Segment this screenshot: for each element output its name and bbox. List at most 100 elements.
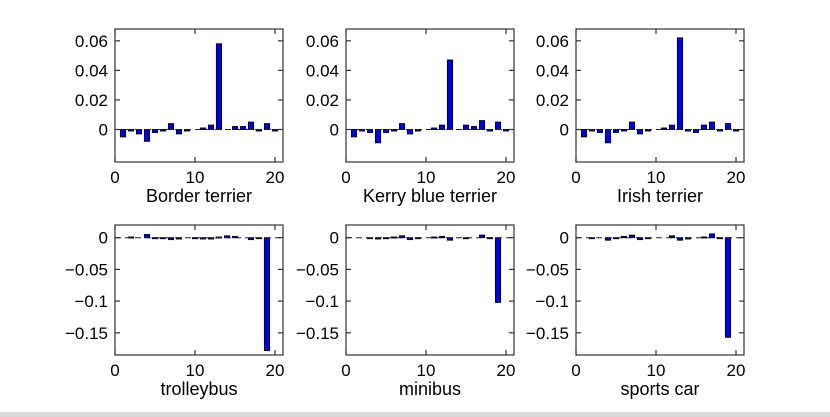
axis-box <box>114 224 284 356</box>
subplot-minibus: 0 10 20 0 −0.05 −0.1 −0.15 minibus <box>284 211 530 411</box>
x-axis-label: minibus <box>398 379 462 399</box>
bar <box>724 237 732 338</box>
x-tick-label: 20 <box>497 361 516 380</box>
x-axis-label: Kerry blue terrier <box>362 186 498 206</box>
x-tick-label: 0 <box>110 168 119 187</box>
bar-series <box>127 234 271 352</box>
subplot-kerry-blue-terrier: 0 10 20 0.06 0.04 0.02 0 Kerry blue terrier <box>284 15 530 218</box>
bar <box>470 126 478 130</box>
axis-box <box>575 224 745 356</box>
bar-series <box>350 59 510 144</box>
x-tick-label: 10 <box>647 168 666 187</box>
bar <box>604 129 612 144</box>
y-tick-label: 0 <box>99 121 108 140</box>
y-tick-label: −0.1 <box>74 292 108 311</box>
bar <box>263 237 271 352</box>
x-tick-label: 10 <box>417 361 436 380</box>
bar <box>406 129 414 135</box>
subplot-trolleybus: 0 10 20 0 −0.05 −0.1 −0.15 trolleybus <box>53 211 299 411</box>
bar <box>159 237 167 240</box>
axis-box <box>575 28 745 163</box>
x-tick-label: 10 <box>417 168 436 187</box>
x-tick-label: 0 <box>341 168 350 187</box>
bar-series <box>580 37 740 144</box>
y-tick-label: 0 <box>330 229 339 248</box>
bar <box>175 129 183 135</box>
bar <box>620 235 628 239</box>
subplot-border-terrier: 0 10 20 0.06 0.04 0.02 0 Border terrier <box>53 15 299 218</box>
y-tick-label: −0.05 <box>296 260 339 279</box>
bar <box>628 121 636 130</box>
y-tick-label: 0.04 <box>75 61 108 80</box>
x-tick-label: 20 <box>727 361 746 380</box>
bar <box>239 126 247 130</box>
y-tick-label: 0.02 <box>75 91 108 110</box>
bar <box>167 123 175 130</box>
axis-box <box>114 28 284 163</box>
bar <box>135 129 143 135</box>
bar <box>708 233 716 239</box>
y-tick-label: 0.06 <box>75 32 108 51</box>
bar <box>676 37 684 130</box>
y-tick-label: −0.05 <box>526 260 569 279</box>
x-tick-label: 20 <box>266 168 285 187</box>
chart-svg: 0 10 20 0 −0.05 −0.1 −0.15 <box>65 224 285 380</box>
bar <box>446 59 454 130</box>
bar <box>390 129 398 132</box>
x-axis-label: Irish terrier <box>616 186 703 206</box>
page-bottom-band <box>0 412 830 417</box>
x-tick-label: 0 <box>341 361 350 380</box>
bar <box>430 236 438 239</box>
axis-box <box>345 224 515 356</box>
bar <box>207 124 215 130</box>
bar <box>438 124 446 130</box>
bar <box>668 124 676 130</box>
bar <box>724 123 732 130</box>
y-tick-label: 0 <box>560 229 569 248</box>
x-tick-label: 20 <box>727 168 746 187</box>
y-tick-label: −0.15 <box>65 324 108 343</box>
subplot-sports-car: 0 10 20 0 −0.05 −0.1 −0.15 sports car <box>514 211 760 411</box>
bar <box>580 129 588 138</box>
chart-svg: 0 10 20 0.06 0.04 0.02 0 <box>536 28 746 187</box>
y-tick-label: 0.02 <box>306 91 339 110</box>
chart-svg: 0 10 20 0.06 0.04 0.02 0 <box>306 28 516 187</box>
bar <box>350 129 358 138</box>
chart-svg: 0 10 20 0 −0.05 −0.1 −0.15 <box>526 224 746 380</box>
x-tick-label: 10 <box>647 361 666 380</box>
x-axis-label: Border terrier <box>145 186 253 206</box>
x-tick-label: 10 <box>186 168 205 187</box>
bar <box>636 129 644 135</box>
y-tick-label: −0.1 <box>535 292 569 311</box>
y-tick-label: 0.06 <box>536 32 569 51</box>
bar <box>199 127 207 130</box>
bar <box>708 121 716 130</box>
bar <box>700 124 708 130</box>
bar <box>700 236 708 239</box>
bar <box>430 127 438 130</box>
bar <box>478 120 486 130</box>
bar <box>494 237 502 303</box>
subplot-irish-terrier: 0 10 20 0.06 0.04 0.02 0 Irish terrier <box>514 15 760 218</box>
x-axis-label: trolleybus <box>160 379 238 399</box>
bar <box>247 121 255 130</box>
bar <box>620 129 628 132</box>
x-tick-label: 10 <box>186 361 205 380</box>
bar <box>374 129 382 144</box>
axis-box <box>345 28 515 163</box>
x-tick-label: 20 <box>266 361 285 380</box>
bar <box>143 129 151 142</box>
bar <box>159 129 167 132</box>
bar <box>660 127 668 130</box>
x-tick-label: 0 <box>110 361 119 380</box>
x-tick-label: 20 <box>497 168 516 187</box>
bar <box>263 123 271 130</box>
bar <box>398 123 406 130</box>
bar-series <box>119 43 279 142</box>
chart-svg: 0 10 20 0 −0.05 −0.1 −0.15 <box>296 224 516 380</box>
y-tick-label: −0.05 <box>65 260 108 279</box>
y-tick-label: −0.15 <box>526 324 569 343</box>
y-tick-label: 0 <box>330 121 339 140</box>
x-tick-label: 0 <box>571 168 580 187</box>
